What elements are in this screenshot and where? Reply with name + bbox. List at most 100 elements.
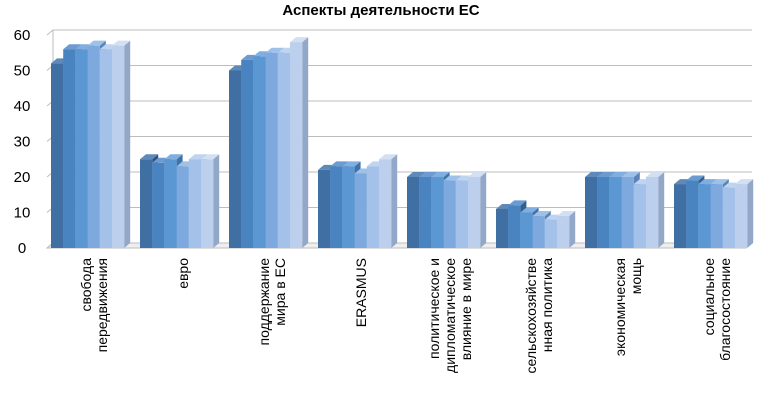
bar-top-face xyxy=(290,37,309,43)
bar-front-face xyxy=(722,187,735,248)
x-tick-label-line: свобода xyxy=(78,258,94,312)
bar-front-face xyxy=(87,45,100,249)
bar-front-face xyxy=(99,49,112,249)
bars xyxy=(51,37,754,249)
bar-side-face xyxy=(391,154,398,248)
bar-front-face xyxy=(140,159,153,248)
bar-top-face xyxy=(585,172,604,177)
x-tick-label: экономическаямощь xyxy=(612,258,644,356)
bar xyxy=(112,40,131,249)
bar-front-face xyxy=(379,159,392,248)
x-tick-label-line: мира в ЕС xyxy=(272,258,288,326)
bar-top-face xyxy=(407,172,426,177)
bar-front-face xyxy=(152,162,165,248)
y-tick-label: 60 xyxy=(14,27,31,44)
x-tick-label: поддержаниемира в ЕС xyxy=(256,258,288,346)
bar-top-face xyxy=(201,154,220,160)
bar-front-face xyxy=(544,219,557,248)
bar-front-face xyxy=(229,70,242,248)
bar-front-face xyxy=(443,180,456,248)
bar-top-face xyxy=(532,211,551,217)
bar-front-face xyxy=(112,45,125,249)
bar-top-face xyxy=(265,47,284,53)
bar-front-face xyxy=(253,56,266,248)
bar-front-face xyxy=(290,42,303,248)
bar-front-face xyxy=(63,49,76,249)
bar-top-face xyxy=(87,40,106,46)
bar xyxy=(290,37,309,248)
y-axis: 0 10 20 30 40 50 60 xyxy=(14,27,31,257)
bar-top-face xyxy=(508,200,527,206)
x-tick-label-line: ERASMUS xyxy=(353,258,369,327)
bar-top-face xyxy=(557,211,576,217)
x-tick-label-line: политическое и xyxy=(426,258,442,359)
bar-front-face xyxy=(318,169,331,248)
bar-top-face xyxy=(468,172,487,177)
bar-top-face xyxy=(597,172,616,177)
x-tick-label-line: мощь xyxy=(628,258,644,294)
bar-front-face xyxy=(51,63,64,249)
x-tick-label-line: благосостояние xyxy=(717,258,733,361)
y-tick-label: 0 xyxy=(18,240,26,257)
bar-front-face xyxy=(419,177,432,248)
bar-front-face xyxy=(597,177,610,248)
y-tick-label: 30 xyxy=(14,134,31,151)
bar-front-face xyxy=(75,49,88,249)
y-tick-label: 50 xyxy=(14,63,31,80)
bar xyxy=(557,211,576,248)
bar-front-face xyxy=(431,177,444,248)
bar-side-face xyxy=(213,154,220,248)
y-tick-label: 20 xyxy=(14,169,31,186)
bar-top-face xyxy=(330,161,349,167)
x-tick-label-line: экономическая xyxy=(612,258,628,356)
bar-front-face xyxy=(366,166,379,248)
bar-side-face xyxy=(658,172,665,248)
bar-side-face xyxy=(302,37,309,248)
bar-front-face xyxy=(557,216,570,248)
bar-side-face xyxy=(747,179,754,248)
x-tick-label-line: поддержание xyxy=(256,258,272,346)
bar-front-face xyxy=(354,173,367,248)
x-tick-label-line: передвижения xyxy=(94,258,110,352)
bar-top-face xyxy=(609,172,628,177)
bar-side-face xyxy=(124,40,131,249)
x-tick-label: политическое идипломатическоевлияние в м… xyxy=(426,258,474,373)
bar-front-face xyxy=(330,166,343,248)
chart-title: Аспекты деятельности ЕС xyxy=(282,2,479,19)
bar-top-face xyxy=(63,44,82,50)
bar-front-face xyxy=(520,212,533,248)
bar xyxy=(735,179,754,248)
x-tick-label-line: нная политика xyxy=(539,258,555,352)
x-tick-label-line: дипломатическое xyxy=(442,258,458,373)
bar-top-face xyxy=(419,172,438,177)
bar-front-face xyxy=(201,159,214,248)
bar-top-face xyxy=(431,172,450,177)
bar-front-face xyxy=(698,184,711,248)
bar-front-face xyxy=(674,184,687,248)
bar-front-face xyxy=(407,177,420,248)
bar-top-face xyxy=(520,207,539,213)
bar-front-face xyxy=(164,159,177,248)
bar xyxy=(201,154,220,248)
bar-front-face xyxy=(176,166,189,248)
bar xyxy=(646,172,665,248)
bar-front-face xyxy=(342,166,355,248)
x-tick-label: ERASMUS xyxy=(353,258,369,327)
bar-top-face xyxy=(379,154,398,160)
bar-side-face xyxy=(480,172,487,248)
x-tick-label: сельскохозяйственная политика xyxy=(523,258,555,374)
bar-front-face xyxy=(532,216,545,248)
x-tick-label: свободапередвижения xyxy=(78,258,110,353)
x-tick-label-line: влияние в мире xyxy=(458,258,474,360)
bar-top-face xyxy=(646,172,665,177)
bar-front-face xyxy=(609,177,622,248)
x-tick-label: социальноеблагосостояние xyxy=(701,258,733,361)
bar-front-face xyxy=(277,52,290,248)
bar-top-face xyxy=(112,40,131,46)
bar-top-face xyxy=(698,179,717,185)
x-tick-label-line: социальное xyxy=(701,258,717,336)
bar-front-face xyxy=(646,177,659,248)
bar xyxy=(379,154,398,248)
y-tick-label: 40 xyxy=(14,98,31,115)
